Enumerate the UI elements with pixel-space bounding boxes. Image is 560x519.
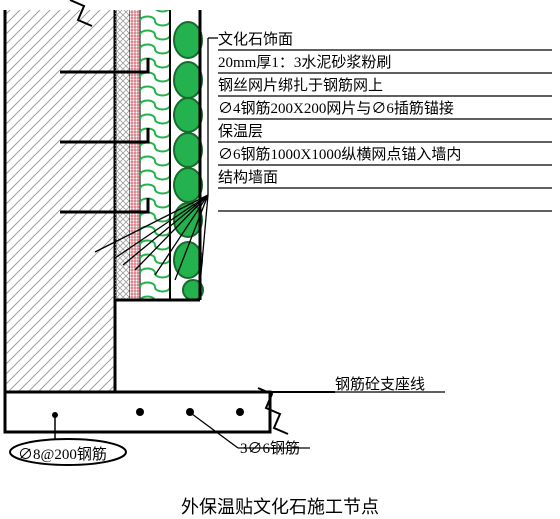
label-3d6: 3∅6钢筋: [240, 437, 300, 458]
label-stone: 文化石饰面: [218, 29, 293, 51]
label-insulation: 保温层: [218, 121, 263, 143]
insulation-layer: [140, 10, 170, 300]
wire-mesh-layer: [130, 10, 140, 300]
figure-title: 外保温贴文化石施工节点: [0, 493, 560, 519]
label-mortar: 20mm厚1：3水泥砂浆粉刷: [218, 52, 391, 74]
label-structural: 结构墙面: [218, 167, 278, 189]
label-d8-200: ∅8@200钢筋: [18, 443, 107, 464]
label-d4-mesh: ∅4钢筋200X200网片与∅6插筋锚接: [218, 98, 454, 120]
label-support-line: 钢筋砼支座线: [335, 373, 425, 394]
label-wiremesh-tie: 钢丝网片绑扎于钢筋网上: [218, 75, 383, 97]
label-d6-anchor: ∅6钢筋1000X1000纵横网点锚入墙内: [218, 144, 461, 166]
